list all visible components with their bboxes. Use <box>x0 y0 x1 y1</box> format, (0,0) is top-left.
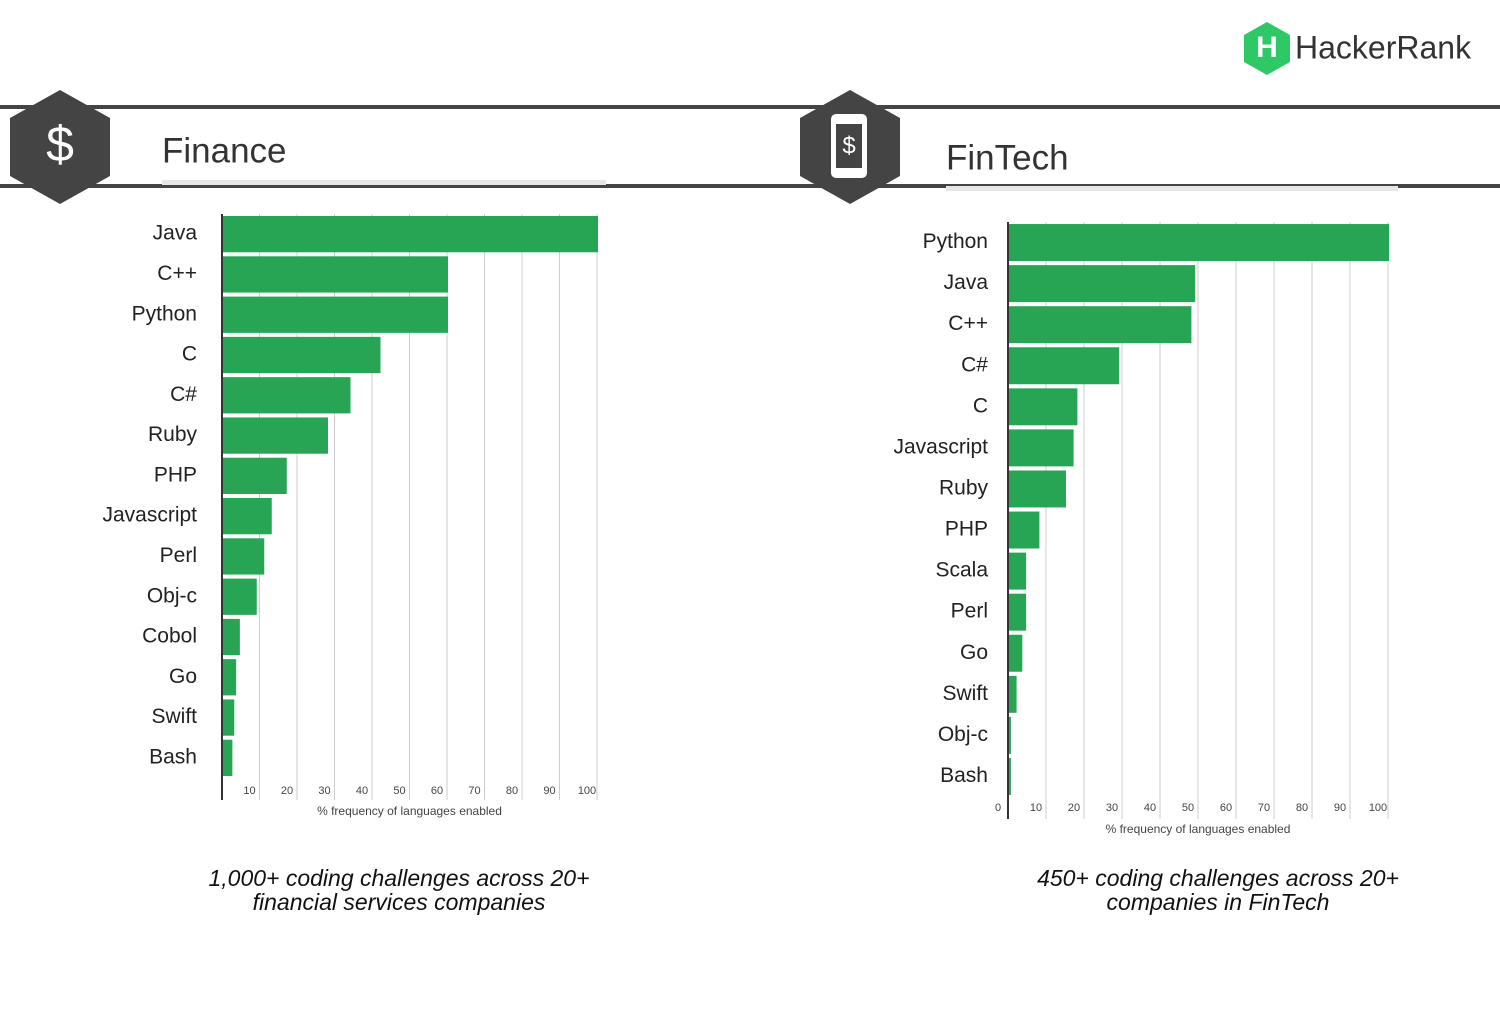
bar <box>223 699 235 736</box>
x-tick-label: 70 <box>468 785 480 797</box>
bar <box>1009 429 1074 467</box>
bar <box>1009 470 1066 508</box>
y-tick-label: Python <box>132 302 197 325</box>
x-tick-label: 20 <box>281 785 293 797</box>
bar <box>1009 388 1078 426</box>
bar <box>223 498 272 535</box>
x-tick-label: 90 <box>543 785 555 797</box>
x-tick-label: 30 <box>1106 802 1118 814</box>
y-tick-label: Go <box>169 665 197 688</box>
bar <box>223 578 257 615</box>
y-tick-label: Ruby <box>939 477 989 500</box>
y-tick-label: C++ <box>948 312 988 335</box>
title-underline <box>946 186 1398 191</box>
bar <box>1009 593 1027 631</box>
bar <box>223 377 351 414</box>
caption: financial services companies <box>253 889 546 915</box>
caption: companies in FinTech <box>1107 889 1330 915</box>
chart-title: Finance <box>162 131 287 170</box>
logo-icon <box>1244 22 1290 75</box>
y-tick-label: Bash <box>940 764 988 787</box>
y-tick-label: Go <box>960 641 988 664</box>
x-tick-label: 50 <box>393 785 405 797</box>
bar <box>223 216 598 253</box>
x-tick-label: 0 <box>995 802 1001 814</box>
x-axis-label: % frequency of languages enabled <box>317 804 502 818</box>
chart-title: FinTech <box>946 138 1069 177</box>
y-tick-label: PHP <box>154 463 197 486</box>
y-tick-label: Obj-c <box>147 584 197 607</box>
y-tick-label: C# <box>961 353 988 376</box>
y-tick-label: C <box>182 343 197 366</box>
x-tick-label: 40 <box>356 785 368 797</box>
y-tick-label: PHP <box>945 518 988 541</box>
bar <box>223 739 233 776</box>
caption: 450+ coding challenges across 20+ <box>1037 865 1399 891</box>
finance-icon <box>10 90 110 204</box>
bar <box>223 417 328 454</box>
y-tick-label: Scala <box>935 559 988 582</box>
x-tick-label: 80 <box>506 785 518 797</box>
y-tick-label: Ruby <box>148 423 198 446</box>
x-tick-label: 80 <box>1296 802 1308 814</box>
bar <box>223 659 237 696</box>
x-tick-label: 60 <box>431 785 443 797</box>
bar <box>223 538 265 575</box>
bar <box>1009 757 1011 795</box>
y-tick-label: Javascript <box>102 504 197 527</box>
bar <box>1009 552 1027 590</box>
bar <box>1009 634 1023 672</box>
bar <box>1009 511 1040 549</box>
logo-letter: H <box>1256 31 1278 64</box>
y-tick-label: C++ <box>157 262 197 285</box>
y-tick-label: C <box>973 394 988 417</box>
x-axis-label: % frequency of languages enabled <box>1106 822 1291 836</box>
x-tick-label: 10 <box>1030 802 1042 814</box>
y-tick-label: Perl <box>160 544 197 567</box>
y-tick-label: Swift <box>942 682 988 705</box>
title-underline <box>162 180 606 185</box>
bar <box>1009 265 1196 303</box>
y-tick-label: Java <box>153 222 198 245</box>
logo: H HackerRank <box>1244 22 1472 75</box>
y-tick-label: C# <box>170 383 197 406</box>
x-tick-label: 10 <box>243 785 255 797</box>
bar <box>1009 675 1017 713</box>
x-tick-label: 90 <box>1334 802 1346 814</box>
y-tick-label: Swift <box>151 705 197 728</box>
bar <box>1009 716 1011 754</box>
y-tick-label: Java <box>944 271 989 294</box>
bar <box>223 296 448 333</box>
x-tick-label: 30 <box>318 785 330 797</box>
x-tick-label: 50 <box>1182 802 1194 814</box>
y-tick-label: Bash <box>149 745 197 768</box>
bar <box>223 457 287 494</box>
caption: 1,000+ coding challenges across 20+ <box>208 865 589 891</box>
x-tick-label: 20 <box>1068 802 1080 814</box>
y-tick-label: Python <box>923 230 988 253</box>
y-tick-label: Javascript <box>893 435 988 458</box>
y-tick-label: Cobol <box>142 625 197 648</box>
x-tick-label: 100 <box>578 785 596 797</box>
bar <box>1009 347 1120 385</box>
dollar-icon: $ <box>46 116 74 172</box>
y-tick-label: Obj-c <box>938 723 988 746</box>
x-tick-label: 40 <box>1144 802 1156 814</box>
bar <box>1009 306 1192 344</box>
bar <box>223 618 240 656</box>
bar <box>1009 224 1389 262</box>
x-tick-label: 60 <box>1220 802 1232 814</box>
phone-dollar: $ <box>842 132 855 159</box>
bar <box>223 256 448 293</box>
bar <box>223 336 381 374</box>
phone-screen <box>836 124 862 168</box>
brand: HackerRank <box>1295 29 1472 65</box>
y-tick-label: Perl <box>951 600 988 623</box>
x-tick-label: 70 <box>1258 802 1270 814</box>
x-tick-label: 100 <box>1369 802 1387 814</box>
